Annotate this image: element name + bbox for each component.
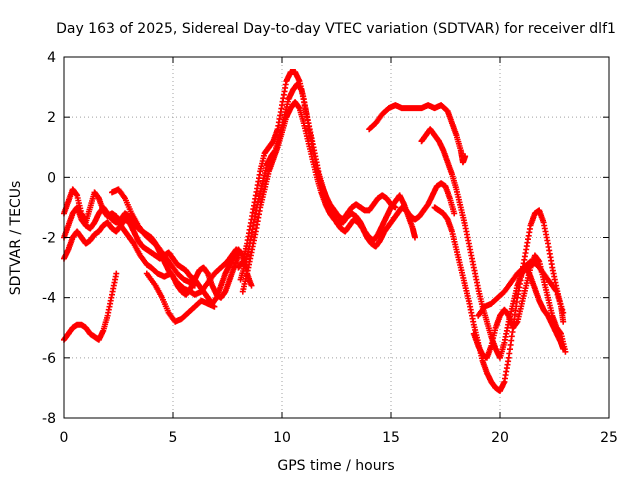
x-tick-label: 20 bbox=[491, 430, 509, 446]
x-axis-label: GPS time / hours bbox=[277, 458, 394, 474]
series-sat-e bbox=[109, 186, 198, 289]
y-tick-label: -8 bbox=[42, 411, 56, 427]
y-tick-label: -2 bbox=[42, 231, 56, 247]
series-sat-j bbox=[366, 102, 469, 166]
data-markers bbox=[237, 81, 458, 283]
y-tick-label: 2 bbox=[47, 110, 56, 126]
plot-area bbox=[61, 69, 569, 394]
x-tick-label: 15 bbox=[382, 430, 400, 446]
series-sat-k bbox=[418, 126, 567, 361]
data-markers bbox=[239, 99, 418, 295]
series-sat-n bbox=[475, 258, 567, 319]
data-markers bbox=[143, 270, 218, 325]
y-tick-label: 4 bbox=[47, 50, 56, 66]
data-markers bbox=[475, 258, 567, 319]
x-tick-label: 0 bbox=[60, 430, 69, 446]
series-sat-f bbox=[143, 270, 218, 325]
series-sat-d bbox=[61, 270, 120, 343]
y-tick-label: -4 bbox=[42, 291, 56, 307]
x-tick-label: 5 bbox=[169, 430, 178, 446]
series-sat-i bbox=[239, 99, 418, 295]
data-markers bbox=[366, 102, 469, 166]
series-sat-m bbox=[470, 252, 569, 361]
series-sat-h bbox=[237, 81, 458, 283]
y-axis-label: SDTVAR / TECUs bbox=[8, 181, 24, 296]
data-markers bbox=[109, 186, 198, 289]
x-tick-label: 10 bbox=[273, 430, 291, 446]
x-tick-label: 25 bbox=[600, 430, 618, 446]
chart-title: Day 163 of 2025, Sidereal Day-to-day VTE… bbox=[56, 21, 616, 37]
data-markers bbox=[61, 270, 120, 343]
y-tick-label: -6 bbox=[42, 351, 56, 367]
axes: 0 5 10 15 20 25 -8 -6 -4 -2 0 2 4 bbox=[42, 50, 618, 446]
data-markers bbox=[418, 126, 567, 361]
data-markers bbox=[470, 252, 569, 361]
y-tick-label: 0 bbox=[47, 170, 56, 186]
